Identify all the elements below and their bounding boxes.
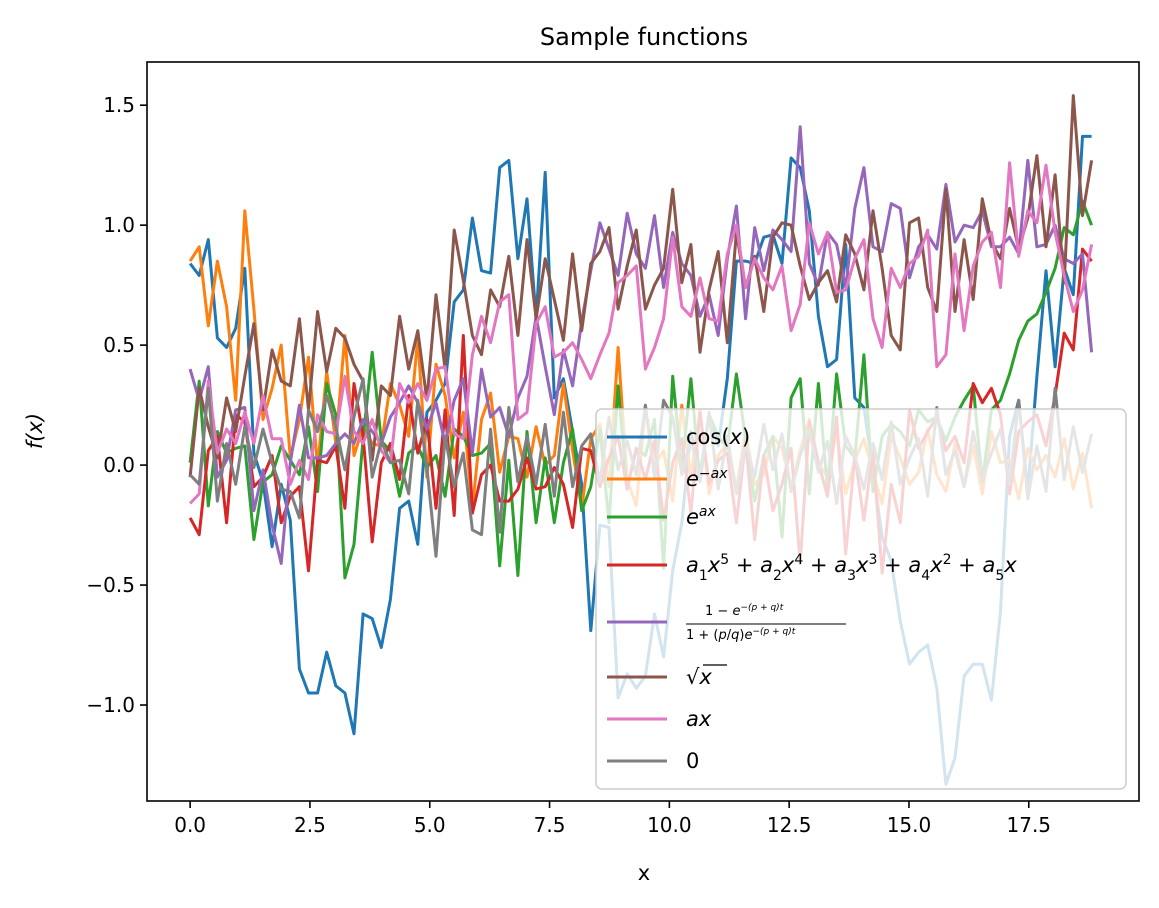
legend-label: 1 − e−(p + q)t (705, 603, 784, 619)
x-tick-label: 7.5 (534, 813, 566, 837)
legend-label: 1 − e−(p + q)t 1 + (p/q)e−(p + q)t (686, 603, 846, 643)
legend-label: √x (686, 665, 712, 689)
x-tick-label: 12.5 (767, 813, 812, 837)
y-tick-label: −0.5 (86, 573, 135, 597)
x-tick-label: 5.0 (414, 813, 446, 837)
y-tick-label: 1.0 (103, 213, 135, 237)
series-line-5 (188, 94, 1094, 478)
chart-title: Sample functions (540, 23, 748, 51)
legend-label: a1x5 + a2x4 + a3x3 + a4x2 + a5x (686, 552, 1017, 584)
x-tick-label: 0.0 (174, 813, 206, 837)
legend: cos(x) e−ax eax a1x5 + a2x4 + a3x3 + a4x2 +… (607, 425, 1017, 773)
y-tick-label: 1.5 (103, 93, 135, 117)
plot-frame (146, 61, 1140, 802)
legend-label: eax (686, 504, 717, 529)
legend-box (595, 408, 1127, 790)
x-tick-label: 10.0 (647, 813, 692, 837)
legend-label: 1 + (p/q)e−(p + q)t (686, 627, 796, 643)
legend-label: 0 (686, 749, 699, 773)
legend-label: ax (686, 707, 712, 731)
series-line-6 (189, 161, 1094, 505)
x-tick-label: 15.0 (887, 813, 932, 837)
y-tick-label: −1.0 (86, 693, 135, 717)
x-axis-label: x (638, 861, 650, 885)
y-axis-label: f(x) (23, 413, 47, 449)
y-tick-label: 0.0 (103, 453, 135, 477)
legend-label: e−ax (686, 466, 728, 491)
x-tick-label: 17.5 (1007, 813, 1052, 837)
x-tick-label: 2.5 (294, 813, 326, 837)
y-tick-label: 0.5 (103, 333, 135, 357)
legend-label: cos(x) (686, 425, 750, 449)
